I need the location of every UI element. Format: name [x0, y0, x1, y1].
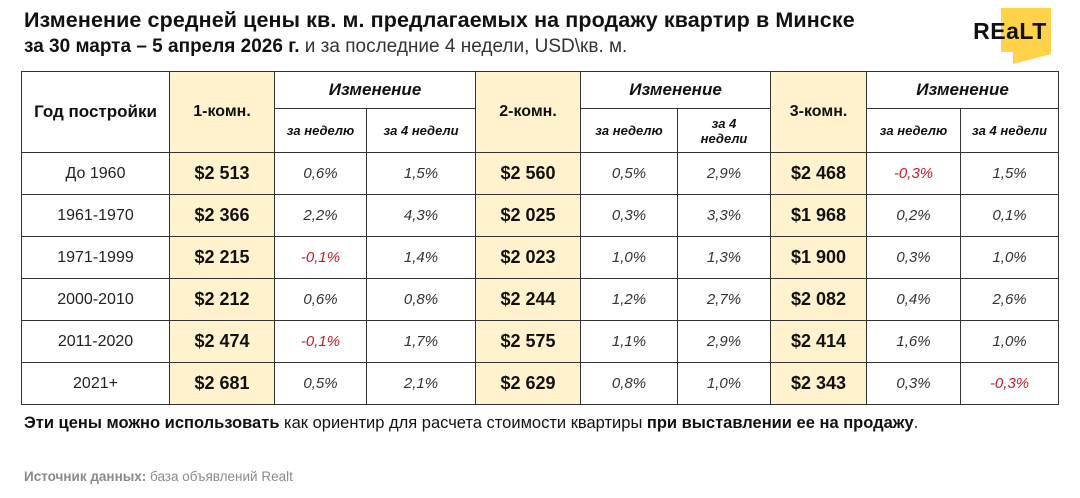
price-2room: $2 560 [475, 152, 582, 195]
logo-text: REaLT [973, 18, 1047, 44]
change-4weeks-3room: 2,6% [960, 278, 1060, 321]
table-row: 1961-1970 $2 366 2,2% 4,3% $2 025 0,3% 3,3% $1 … [21, 194, 1060, 237]
header-3room: 3-комн. [770, 71, 868, 153]
table-row: 2011-2020 $2 474 -0,1% 1,7% $2 575 1,1% 2,9% $2… [21, 320, 1060, 363]
price-1room: $2 474 [169, 320, 275, 363]
change-week-1room: 0,5% [274, 362, 367, 405]
change-4weeks-2room: 2,9% [677, 320, 772, 363]
header-1room: 1-комн. [169, 71, 275, 153]
change-4weeks-2room: 2,9% [677, 152, 772, 195]
change-4weeks-1room: 4,3% [365, 194, 477, 237]
usage-note: Эти цены можно использовать как ориентир… [24, 411, 1064, 435]
change-week-2room: 1,0% [580, 236, 679, 279]
price-1room: $2 681 [169, 362, 275, 405]
header-week-2room: за неделю [580, 108, 679, 153]
change-4weeks-3room: 1,0% [960, 320, 1060, 363]
table-row: 2021+ $2 681 0,5% 2,1% $2 629 0,8% 1,0% $2 343 0… [21, 362, 1060, 405]
header-change-3room: Изменение [866, 71, 1060, 109]
table-row: 2000-2010 $2 212 0,6% 0,8% $2 244 1,2% 2,7% $2 … [21, 278, 1060, 321]
price-1room: $2 366 [169, 194, 275, 237]
price-2room: $2 629 [475, 362, 582, 405]
year-cell: До 1960 [21, 152, 170, 195]
change-week-1room: 0,6% [274, 152, 367, 195]
change-week-3room: -0,3% [866, 152, 962, 195]
logo-flag-icon [1001, 8, 1051, 64]
change-week-3room: 0,3% [866, 236, 962, 279]
price-1room: $2 513 [169, 152, 275, 195]
header-4weeks-1room: за 4 недели [365, 108, 477, 153]
header-change-1room: Изменение [273, 71, 477, 109]
note-bold-1: Эти цены можно использовать [24, 414, 280, 432]
change-4weeks-3room: -0,3% [960, 362, 1060, 405]
price-3room: $1 900 [770, 236, 868, 279]
page-title: Изменение средней цены кв. м. предлагаем… [24, 8, 855, 32]
data-source: Источник данных: база объявлений Realt [24, 469, 293, 484]
change-4weeks-3room: 1,5% [960, 152, 1060, 195]
change-4weeks-2room: 1,3% [677, 236, 772, 279]
subtitle-units: и за последние 4 недели, USD\кв. м. [299, 36, 628, 57]
header-row-sub: за неделю за 4 недели за неделю за 4 нед… [22, 108, 1060, 153]
price-3room: $2 082 [770, 278, 868, 321]
header-change-2room: Изменение [580, 71, 772, 109]
price-table: Год постройки 1-комн. Изменение 2-комн. … [21, 71, 1060, 405]
price-1room: $2 215 [169, 236, 275, 279]
price-3room: $2 468 [770, 152, 868, 195]
change-4weeks-3room: 0,1% [960, 194, 1060, 237]
change-week-2room: 0,8% [580, 362, 679, 405]
change-week-2room: 1,2% [580, 278, 679, 321]
header-4weeks-2room: за 4 недели [677, 108, 772, 153]
realt-logo: REaLT [960, 6, 1060, 66]
change-week-1room: 2,2% [274, 194, 367, 237]
source-value: база объявлений Realt [146, 469, 293, 484]
price-2room: $2 023 [475, 236, 582, 279]
price-2room: $2 244 [475, 278, 582, 321]
year-cell: 2021+ [21, 362, 170, 405]
note-end: . [913, 414, 919, 432]
change-week-2room: 0,3% [580, 194, 679, 237]
change-week-1room: -0,1% [274, 236, 367, 279]
change-week-3room: 0,3% [866, 362, 962, 405]
year-cell: 2000-2010 [21, 278, 170, 321]
change-4weeks-1room: 2,1% [365, 362, 477, 405]
table-row: 1971-1999 $2 215 -0,1% 1,4% $2 023 1,0% 1,3% $1… [21, 236, 1060, 279]
source-label: Источник данных: [24, 469, 147, 484]
year-cell: 1971-1999 [21, 236, 170, 279]
price-3room: $2 343 [770, 362, 868, 405]
year-cell: 2011-2020 [21, 320, 170, 363]
change-week-2room: 0,5% [580, 152, 679, 195]
change-week-1room: 0,6% [274, 278, 367, 321]
year-cell: 1961-1970 [21, 194, 170, 237]
change-4weeks-2room: 3,3% [677, 194, 772, 237]
price-2room: $2 025 [475, 194, 582, 237]
table-row: До 1960 $2 513 0,6% 1,5% $2 560 0,5% 2,9% $2 46… [21, 152, 1060, 195]
change-4weeks-3room: 1,0% [960, 236, 1060, 279]
price-3room: $1 968 [770, 194, 868, 237]
change-week-1room: -0,1% [274, 320, 367, 363]
header-2room: 2-комн. [475, 71, 582, 153]
page-subtitle: за 30 марта – 5 апреля 2026 г. и за посл… [24, 36, 627, 58]
header-week-3room: за неделю [866, 108, 962, 153]
price-3room: $2 414 [770, 320, 868, 363]
price-2room: $2 575 [475, 320, 582, 363]
header-year: Год постройки [21, 71, 170, 153]
change-week-3room: 0,4% [866, 278, 962, 321]
header-4weeks-3room: за 4 недели [960, 108, 1060, 153]
change-week-3room: 0,2% [866, 194, 962, 237]
change-4weeks-1room: 1,7% [365, 320, 477, 363]
note-regular: как ориентир для расчета стоимости кварт… [279, 414, 647, 432]
change-4weeks-1room: 1,4% [365, 236, 477, 279]
change-4weeks-1room: 1,5% [365, 152, 477, 195]
header-row-top: Год постройки 1-комн. Изменение 2-комн. … [21, 71, 1060, 153]
note-bold-2: при выставлении ее на продажу [646, 414, 914, 432]
change-4weeks-1room: 0,8% [365, 278, 477, 321]
change-4weeks-2room: 1,0% [677, 362, 772, 405]
subtitle-period: за 30 марта – 5 апреля 2026 г. [24, 36, 300, 57]
change-week-3room: 1,6% [866, 320, 962, 363]
change-4weeks-2room: 2,7% [677, 278, 772, 321]
change-week-2room: 1,1% [580, 320, 679, 363]
price-1room: $2 212 [169, 278, 275, 321]
header-week-1room: за неделю [274, 108, 367, 153]
